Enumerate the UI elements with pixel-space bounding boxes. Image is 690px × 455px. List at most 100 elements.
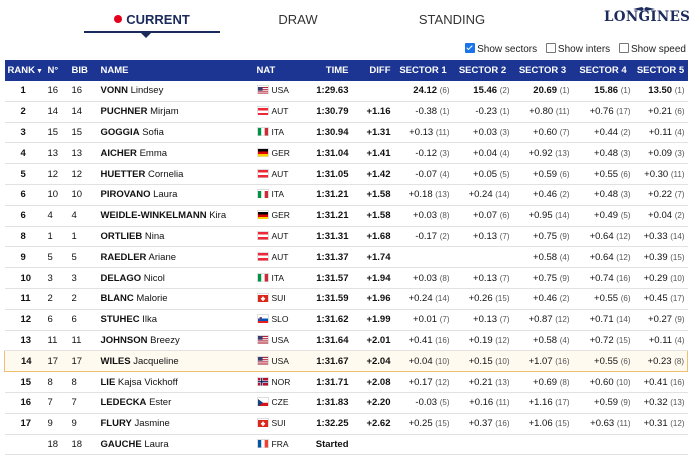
table-row[interactable]: 18 18 GAUCHE Laura FRA Started bbox=[4, 434, 688, 455]
sector-rank: (14) bbox=[616, 315, 631, 325]
col-name[interactable]: NAME bbox=[97, 60, 254, 81]
table-row[interactable]: 1 16 16 VONN Lindsey USA 1:29.63 24.12 (6) 15.4… bbox=[4, 81, 688, 102]
col-rank[interactable]: RANK▼ bbox=[4, 60, 45, 81]
time-cell: 1:32.25 bbox=[307, 413, 352, 435]
table-row[interactable]: 9 5 5 RAEDLER Ariane AUT 1:31.37 +1.74 +0.58 (… bbox=[4, 246, 688, 269]
table-row[interactable]: 6 4 4 WEIDLE-WINKELMANN Kira GER 1:31.21 +1.58… bbox=[4, 205, 688, 227]
table-row[interactable]: 4 13 13 AICHER Emma GER 1:31.04 +1.41 -0.12 (3)… bbox=[4, 142, 688, 165]
sector-rank: (2) bbox=[559, 294, 570, 304]
checkbox-unchecked-icon[interactable] bbox=[545, 43, 556, 53]
sector-5-cell: +0.29 (10) bbox=[633, 267, 688, 289]
live-dot-icon bbox=[114, 15, 123, 23]
sector-value: +0.22 bbox=[648, 189, 673, 201]
sector-rank: (14) bbox=[670, 231, 685, 241]
diff-cell: +2.08 bbox=[351, 371, 394, 393]
table-row[interactable]: 2 14 14 PUCHNER Mirjam AUT 1:30.79 +1.16 -0.38 … bbox=[4, 101, 688, 123]
table-row[interactable]: 11 2 2 BLANC Malorie SUI 1:31.59 +1.96 +0.24 (1… bbox=[4, 288, 688, 310]
name-cell[interactable]: DELAGO Nicol bbox=[97, 267, 254, 289]
col-number[interactable]: N° bbox=[44, 60, 69, 81]
name-cell[interactable]: WILES Jacqueline bbox=[97, 350, 254, 373]
tab-current[interactable]: CURRENT bbox=[84, 12, 220, 27]
sector-1-cell: -0.17 (2) bbox=[393, 226, 453, 248]
name-cell[interactable]: STUHEC Ilka bbox=[97, 309, 254, 331]
sector-value: +0.15 bbox=[468, 355, 493, 367]
col-time[interactable]: TIME bbox=[307, 60, 352, 81]
col-sector-3[interactable]: SECTOR 3 bbox=[512, 60, 573, 81]
sector-rank: (16) bbox=[616, 273, 631, 283]
rank-cell: 11 bbox=[4, 288, 45, 310]
show-sectors-checkbox[interactable]: Show sectors bbox=[465, 43, 537, 55]
name-cell[interactable]: HUETTER Cornelia bbox=[97, 163, 254, 185]
col-sector-2[interactable]: SECTOR 2 bbox=[452, 60, 513, 81]
sector-value: +0.87 bbox=[528, 314, 553, 326]
table-row[interactable]: 13 11 11 JOHNSON Breezy USA 1:31.64 +2.01 +0.41… bbox=[4, 330, 688, 352]
last-name: WILES bbox=[100, 355, 131, 367]
tab-draw[interactable]: DRAW bbox=[278, 12, 318, 27]
table-row[interactable]: 16 7 7 LEDECKA Ester CZE 1:31.83 +2.20 -0.03 (5… bbox=[4, 392, 688, 414]
name-cell[interactable]: ORTLIEB Nina bbox=[97, 226, 254, 248]
sector-rank: (10) bbox=[495, 356, 510, 366]
table-row[interactable]: 8 1 1 ORTLIEB Nina AUT 1:31.31 +1.68 -0.17 (2) +… bbox=[4, 226, 688, 248]
flag-sui-icon bbox=[256, 418, 269, 428]
col-sector-1[interactable]: SECTOR 1 bbox=[393, 60, 453, 81]
name-cell[interactable]: BLANC Malorie bbox=[97, 288, 254, 310]
col-sector-5[interactable]: SECTOR 5 bbox=[633, 60, 688, 81]
name-cell[interactable]: AICHER Emma bbox=[97, 142, 254, 165]
sector-value: +0.60 bbox=[589, 376, 614, 388]
name-cell[interactable]: PUCHNER Mirjam bbox=[97, 101, 254, 123]
table-row[interactable]: 12 6 6 STUHEC Ilka SLO 1:31.62 +1.99 +0.01 (7) +… bbox=[4, 309, 688, 331]
sector-rank: (13) bbox=[670, 398, 685, 408]
sector-3-cell: +1.06 (15) bbox=[512, 413, 573, 435]
name-cell[interactable]: RAEDLER Ariane bbox=[97, 246, 254, 269]
checkbox-unchecked-icon[interactable] bbox=[618, 43, 629, 53]
nat-code: USA bbox=[271, 334, 289, 345]
table-row[interactable]: 14 17 17 WILES Jacqueline USA 1:31.67 +2.04 +0.… bbox=[4, 350, 688, 373]
nat-code: ITA bbox=[271, 272, 285, 283]
sector-value: +0.59 bbox=[594, 397, 619, 409]
name-cell[interactable]: GAUCHE Laura bbox=[97, 434, 254, 455]
first-name: Breezy bbox=[150, 334, 180, 346]
sector-value: +0.29 bbox=[643, 272, 668, 284]
table-row[interactable]: 15 8 8 LIE Kajsa Vickhoff NOR 1:31.71 +2.08 +0.… bbox=[4, 371, 688, 393]
table-row[interactable]: 3 15 15 GOGGIA Sofia ITA 1:30.94 +1.31 +0.13 (1… bbox=[4, 122, 688, 144]
nat-cell: SUI bbox=[253, 288, 308, 310]
sector-rank: (3) bbox=[499, 127, 510, 137]
first-name: Lindsey bbox=[130, 85, 164, 97]
col-bib[interactable]: BIB bbox=[68, 60, 98, 81]
nat-cell: SUI bbox=[253, 413, 308, 435]
checkbox-checked-icon[interactable] bbox=[465, 43, 476, 53]
sector-value: +0.27 bbox=[648, 314, 673, 326]
sector-rank: (4) bbox=[674, 127, 685, 137]
sector-rank: (5) bbox=[439, 398, 450, 408]
name-cell[interactable]: WEIDLE-WINKELMANN Kira bbox=[97, 205, 254, 227]
last-name: VONN bbox=[100, 85, 128, 97]
name-cell[interactable]: VONN Lindsey bbox=[97, 81, 254, 102]
table-row[interactable]: 17 9 9 FLURY Jasmine SUI 1:32.25 +2.62 +0.25 (1… bbox=[4, 413, 688, 435]
number-cell: 17 bbox=[44, 350, 69, 373]
sector-value: +0.11 bbox=[648, 334, 673, 346]
name-cell[interactable]: PIROVANO Laura bbox=[97, 184, 254, 206]
tab-standing[interactable]: STANDING bbox=[418, 12, 486, 27]
col-sector-4[interactable]: SECTOR 4 bbox=[572, 60, 634, 81]
rank-cell: 2 bbox=[4, 101, 45, 123]
name-cell[interactable]: LIE Kajsa Vickhoff bbox=[97, 371, 254, 393]
diff-cell bbox=[351, 81, 394, 102]
table-row[interactable]: 10 3 3 DELAGO Nicol ITA 1:31.57 +1.94 +0.03 (8)… bbox=[4, 267, 688, 289]
table-row[interactable]: 5 12 12 HUETTER Cornelia AUT 1:31.05 +1.42 -0.0… bbox=[4, 163, 688, 185]
flag-aut-icon bbox=[256, 230, 269, 240]
sector-rank: (5) bbox=[620, 211, 631, 221]
last-name: GAUCHE bbox=[100, 438, 142, 450]
nat-code: NOR bbox=[271, 376, 291, 387]
sector-3-cell: 20.69 (1) bbox=[512, 81, 573, 102]
col-nat[interactable]: NAT bbox=[253, 60, 308, 81]
last-name: BLANC bbox=[100, 293, 134, 305]
name-cell[interactable]: JOHNSON Breezy bbox=[97, 330, 254, 352]
name-cell[interactable]: FLURY Jasmine bbox=[97, 413, 254, 435]
show-inters-checkbox[interactable]: Show inters bbox=[545, 43, 610, 55]
name-cell[interactable]: GOGGIA Sofia bbox=[97, 122, 254, 144]
name-cell[interactable]: LEDECKA Ester bbox=[97, 392, 254, 414]
table-row[interactable]: 6 10 10 PIROVANO Laura ITA 1:31.21 +1.58 +0.18 … bbox=[4, 184, 688, 206]
col-diff[interactable]: DIFF bbox=[351, 60, 394, 81]
show-speed-checkbox[interactable]: Show speed bbox=[618, 43, 686, 55]
sector-value: +0.03 bbox=[413, 272, 438, 284]
